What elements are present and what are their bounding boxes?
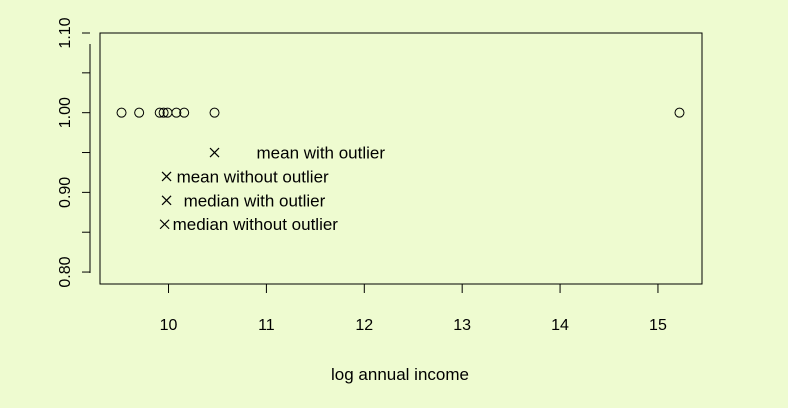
x-ticks: 10 11 12 13 14 15	[160, 284, 667, 334]
annotation-label-0: mean with outlier	[257, 144, 386, 163]
x-tick-label-4: 14	[551, 317, 569, 334]
data-point-0	[116, 107, 127, 118]
x-tick-label-0: 10	[160, 317, 178, 334]
plot-frame	[99, 32, 703, 285]
data-point-1	[134, 107, 145, 118]
x-tick-label-3: 13	[453, 317, 471, 334]
x-axis-title: log annual income	[331, 365, 469, 384]
x-tick-label-5: 15	[649, 317, 667, 334]
annotation-label-2: median with outlier	[184, 191, 326, 210]
data-point-3	[158, 107, 169, 118]
data-point-2	[154, 107, 165, 118]
data-point-8	[674, 107, 685, 118]
x-tick-label-2: 12	[355, 317, 373, 334]
annotation-marker-1	[161, 171, 172, 182]
x-tick-label-1: 11	[258, 317, 275, 334]
annotation-marker-0	[209, 147, 220, 158]
annotation-marker-3	[159, 219, 170, 230]
y-tick-label-3: 1.10	[57, 17, 74, 48]
data-point-7	[209, 107, 220, 118]
y-ticks: 0.80 0.90 1.00 1.10	[57, 17, 90, 288]
annotation-label-3: median without outlier	[173, 215, 339, 234]
y-tick-label-1: 0.90	[57, 177, 74, 208]
y-tick-label-0: 0.80	[57, 256, 74, 287]
annotation-marker-2	[161, 195, 172, 206]
annotations: mean with outlier mean without outlier med…	[159, 144, 386, 234]
data-points	[116, 107, 685, 118]
data-point-5	[171, 107, 182, 118]
annotation-label-1: mean without outlier	[177, 167, 329, 186]
y-tick-label-2: 1.00	[57, 97, 74, 128]
data-point-6	[179, 107, 190, 118]
